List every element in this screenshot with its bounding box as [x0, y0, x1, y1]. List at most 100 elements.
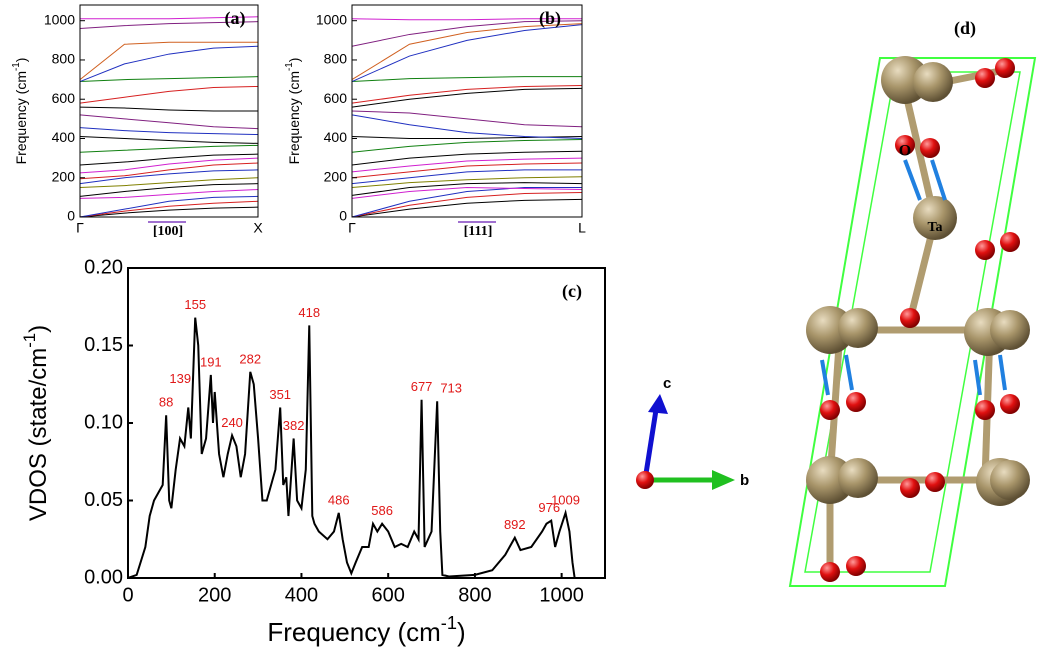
y-tick-label: 1000	[44, 11, 75, 27]
axis-title-part: Frequency (cm	[13, 71, 29, 164]
data-line	[79, 114, 259, 130]
axis-title-part: VDOS (state/cm	[25, 348, 52, 521]
peak-label: 418	[298, 305, 320, 320]
data-line	[79, 76, 259, 83]
direction-label: [100]	[153, 224, 183, 239]
axis-title-part: -1	[20, 333, 39, 348]
plot-frame	[127, 267, 606, 579]
peak-label: 139	[169, 371, 191, 386]
panel: 0 200 400 600 800 1000 Γ X Frequency (cm-1) (a) [1…	[11, 4, 263, 239]
x-tick-label: L	[578, 220, 586, 236]
axis-label: b	[740, 472, 749, 489]
data-line	[79, 157, 259, 174]
data-line	[351, 157, 583, 173]
peak-label: 713	[440, 381, 462, 396]
data-line	[79, 45, 259, 83]
panel-label: (b)	[539, 8, 561, 29]
data-line	[351, 169, 582, 185]
data-line	[351, 187, 583, 199]
y-tick-label: 0.20	[84, 256, 123, 278]
peak-label: 486	[328, 492, 350, 507]
panel: 0 200 400 600 800 1000 Γ L Frequency (cm-1) (b) [1…	[284, 4, 586, 239]
x-tick-label: X	[253, 220, 263, 236]
panel-label: (c)	[562, 281, 582, 302]
data-line	[79, 189, 259, 199]
data-line	[351, 138, 583, 153]
panel-label: (d)	[954, 18, 976, 39]
axis-triad	[636, 394, 735, 490]
axis-title-part: )	[25, 325, 52, 333]
peak-label: 1009	[551, 492, 580, 507]
x-tick-label: 600	[371, 584, 404, 606]
panel-label: (a)	[225, 8, 246, 29]
y-tick-label: 800	[52, 51, 76, 67]
data-line	[79, 183, 259, 197]
y-tick-label: 200	[324, 168, 348, 184]
data-line	[79, 177, 259, 189]
y-tick-label: 0.00	[84, 566, 123, 588]
x-tick-label: 0	[122, 584, 133, 606]
axis-title: Frequency (cm-1)	[11, 58, 29, 165]
axis-title-part: -1	[284, 62, 295, 71]
axis-title-part: )	[13, 58, 29, 63]
y-tick-label: 0	[339, 208, 347, 224]
y-tick-label: 600	[324, 90, 348, 106]
data-line	[351, 84, 583, 104]
data-line	[351, 182, 583, 196]
data-line	[79, 106, 258, 112]
peak-label: 382	[283, 418, 305, 433]
direction-label: [111]	[464, 224, 493, 239]
axis-title-part: )	[457, 617, 466, 647]
axis-title-part: Frequency (cm	[286, 71, 302, 164]
axis-title: Frequency (cm-1)	[267, 613, 465, 647]
y-tick-label: 0.05	[84, 489, 123, 511]
data-line	[351, 198, 583, 218]
y-tick-label: 400	[52, 129, 76, 145]
data-line	[351, 87, 583, 108]
data-line	[351, 150, 583, 166]
peak-label: 88	[159, 395, 173, 410]
peak-label: 677	[411, 379, 433, 394]
peak-label: 282	[239, 351, 261, 366]
data-line	[79, 195, 259, 218]
data-line	[351, 114, 583, 139]
axis-title-part: )	[286, 58, 302, 63]
panel: 0.00 0.05 0.10 0.15 0.20 0 200 400 600 800 1000 VDO…	[20, 256, 606, 647]
y-tick-label: 400	[324, 129, 348, 145]
data-line	[79, 41, 258, 80]
atom-label: Ta	[927, 220, 942, 235]
data-line	[351, 20, 583, 47]
x-tick-label: 400	[285, 584, 318, 606]
data-line	[351, 76, 582, 83]
peak-label: 586	[371, 503, 393, 518]
x-tick-label: Γ	[76, 220, 84, 236]
data-line	[79, 169, 259, 185]
peak-label: 240	[221, 415, 243, 430]
x-tick-label: 200	[198, 584, 231, 606]
data-line	[79, 162, 259, 180]
data-line	[79, 144, 259, 153]
peak-label: 892	[504, 517, 526, 532]
data-line	[351, 187, 582, 218]
data-line	[127, 317, 576, 579]
peak-label: 155	[184, 297, 206, 312]
data-line	[79, 206, 259, 218]
axis-title-part: -1	[441, 613, 457, 633]
y-tick-label: 1000	[316, 11, 347, 27]
data-line	[351, 23, 583, 81]
peak-label: 191	[200, 354, 222, 369]
data-line	[79, 200, 259, 218]
axis-title: Frequency (cm-1)	[284, 58, 302, 165]
data-line	[351, 191, 583, 218]
y-tick-label: 800	[324, 51, 348, 67]
data-line	[351, 24, 583, 83]
plot-frame	[351, 4, 583, 218]
y-tick-label: 0	[67, 208, 75, 224]
data-line	[80, 16, 259, 20]
y-tick-label: 600	[52, 90, 76, 106]
y-tick-label: 0.10	[84, 411, 123, 433]
data-line	[79, 136, 259, 144]
data-line	[79, 127, 259, 136]
data-line	[351, 162, 583, 179]
